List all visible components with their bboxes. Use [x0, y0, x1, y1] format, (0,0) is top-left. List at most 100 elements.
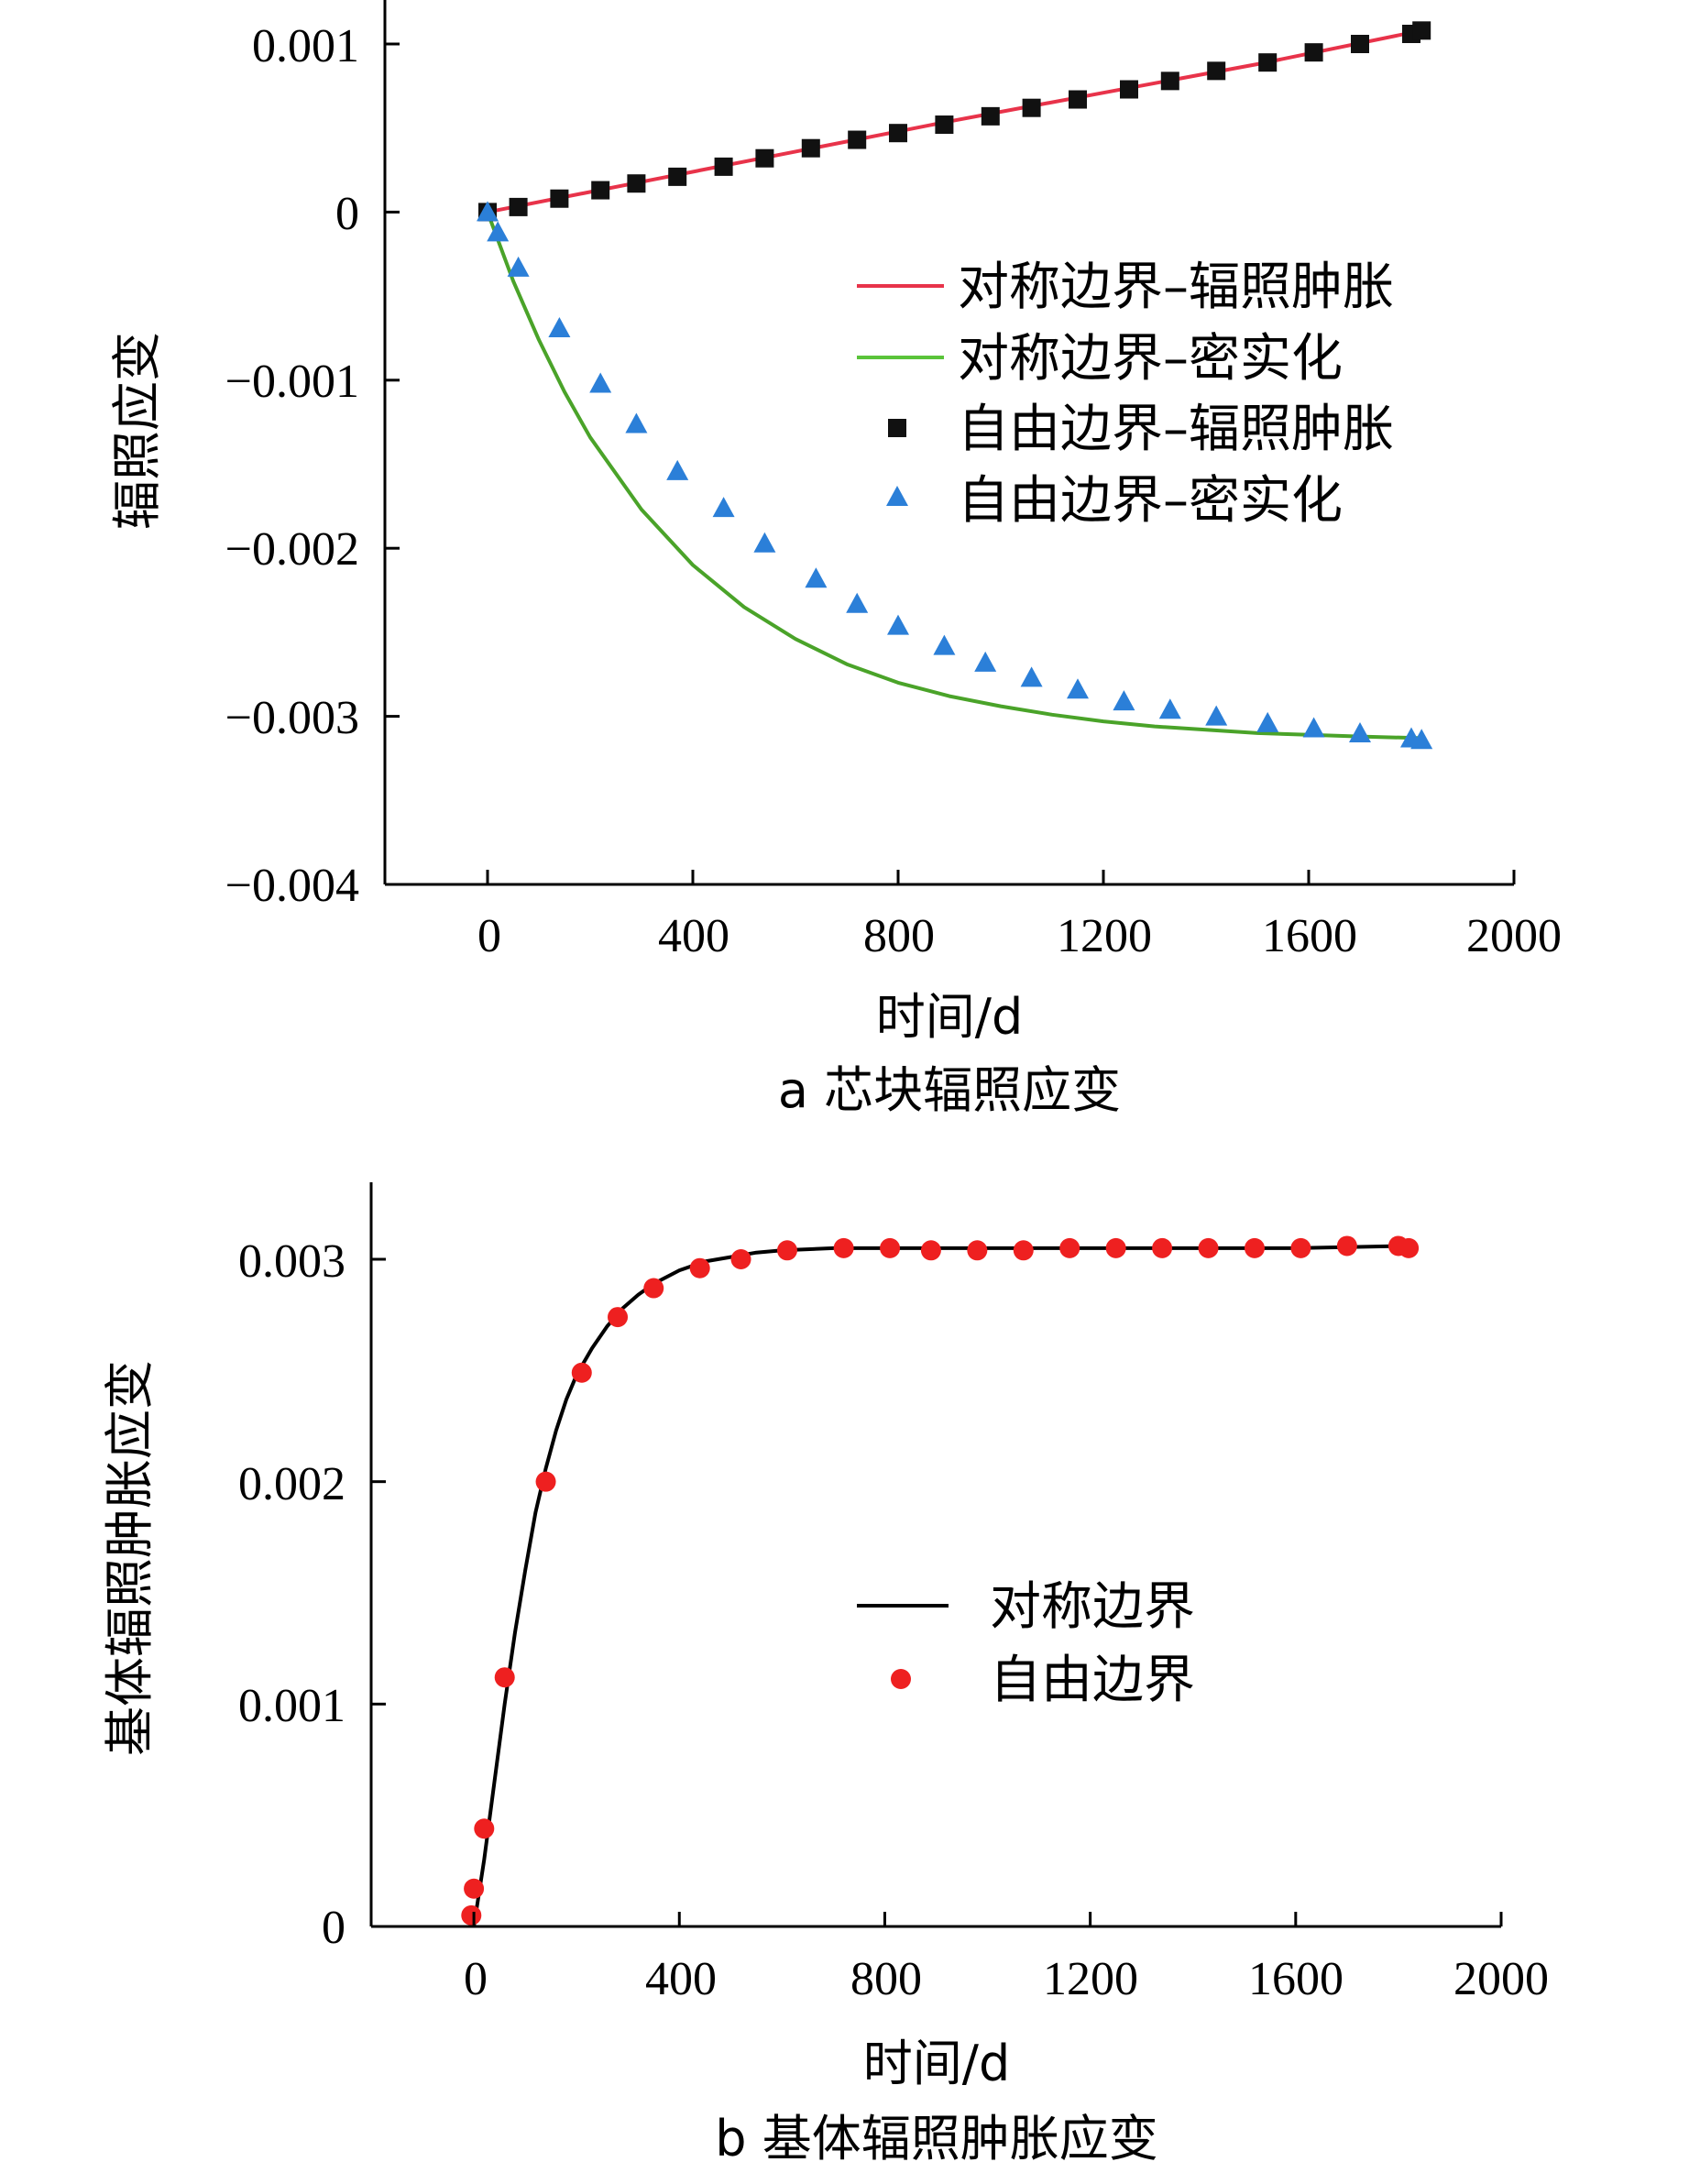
- chart-a-ytick-labels: 0.001 0 −0.001 −0.002 −0.003 −0.004: [225, 20, 359, 912]
- legend-label-sym-swelling: 对称边界–辐照肿胀: [958, 258, 1394, 317]
- data-point-circle: [776, 1240, 797, 1261]
- data-point-triangle: [1302, 717, 1325, 738]
- chart-a-ytick-label: −0.004: [225, 860, 359, 912]
- chart-b: 0.003 0.002 0.001 0 0 400 800 1200 1600 …: [101, 1182, 1549, 2168]
- chart-a-ticks: [385, 42, 1516, 886]
- chart-a-ytick-label: −0.001: [225, 356, 359, 408]
- data-point-square: [1120, 80, 1138, 99]
- data-point-circle: [1105, 1237, 1126, 1258]
- data-point-circle: [608, 1307, 629, 1328]
- data-point-triangle: [1067, 678, 1089, 699]
- chart-b-xtick-label: 1600: [1248, 1953, 1344, 2005]
- data-point-circle: [643, 1278, 664, 1299]
- data-point-square: [1160, 71, 1179, 91]
- chart-a-xtick-label: 800: [863, 910, 935, 962]
- chart-a-xtick-label: 2000: [1466, 910, 1562, 962]
- data-point-circle: [1244, 1237, 1265, 1258]
- chart-b-ytick-label: 0.003: [238, 1235, 345, 1288]
- data-point-square: [1069, 90, 1087, 109]
- legend-swatch-free-boundary: [891, 1669, 911, 1689]
- data-point-circle: [1398, 1237, 1420, 1258]
- chart-a: 0.001 0 −0.001 −0.002 −0.003 −0.004 0 40…: [108, 0, 1562, 1119]
- data-point-square: [550, 189, 569, 208]
- data-point-circle: [494, 1667, 515, 1688]
- data-point-square: [509, 197, 528, 216]
- chart-a-xtick-labels: 0 400 800 1200 1600 2000: [477, 910, 1562, 962]
- chart-a-xtick-label: 400: [658, 910, 729, 962]
- chart-b-xtick-labels: 0 400 800 1200 1600 2000: [464, 1953, 1549, 2005]
- data-point-triangle: [1158, 698, 1181, 719]
- data-point-triangle: [477, 201, 499, 222]
- legend-label-free-densification: 自由边界–密实化: [958, 471, 1343, 531]
- data-point-triangle: [487, 221, 510, 242]
- data-point-circle: [1152, 1237, 1173, 1258]
- data-point-square: [668, 167, 687, 186]
- data-point-triangle: [589, 372, 612, 393]
- data-point-circle: [1198, 1237, 1219, 1258]
- data-point-triangle: [548, 316, 571, 337]
- legend-label-sym-boundary: 对称边界: [990, 1577, 1195, 1637]
- data-point-square: [755, 148, 774, 168]
- legend-label-free-boundary: 自由边界: [990, 1651, 1195, 1710]
- data-point-triangle: [712, 497, 735, 518]
- data-point-circle: [571, 1362, 592, 1383]
- data-point-triangle: [507, 256, 530, 277]
- data-point-circle: [730, 1249, 751, 1269]
- data-point-square: [591, 181, 610, 200]
- chart-b-ytick-label: 0.001: [238, 1680, 345, 1732]
- data-point-square: [1022, 98, 1041, 117]
- chart-b-legend: 对称边界 自由边界: [857, 1577, 1195, 1710]
- data-point-triangle: [1349, 721, 1371, 742]
- data-point-triangle: [1410, 729, 1433, 750]
- legend-label-sym-densification: 对称边界–密实化: [958, 329, 1343, 389]
- chart-a-x-axis-title: 时间/d: [876, 988, 1023, 1046]
- chart-a-xtick-label: 1600: [1262, 910, 1357, 962]
- data-point-square: [1412, 21, 1431, 40]
- data-point-triangle: [805, 567, 828, 588]
- chart-b-ytick-label: 0: [322, 1902, 345, 1954]
- data-point-square: [627, 174, 646, 193]
- chart-b-xtick-label: 400: [645, 1953, 717, 2005]
- chart-b-x-axis-title: 时间/d: [863, 2035, 1010, 2092]
- data-point-circle: [967, 1240, 988, 1261]
- chart-b-xtick-label: 0: [464, 1953, 488, 2005]
- chart-a-ytick-label: 0: [335, 188, 359, 240]
- chart-a-ytick-label: 0.001: [252, 20, 359, 72]
- data-point-triangle: [1113, 690, 1135, 711]
- data-point-square: [1207, 61, 1226, 81]
- data-point-triangle: [1205, 705, 1228, 726]
- legend-swatch-free-densification: [886, 486, 908, 506]
- data-point-triangle: [974, 651, 997, 672]
- data-point-square: [1304, 43, 1323, 62]
- chart-b-caption: b 基体辐照肿胀应变: [715, 2110, 1157, 2168]
- data-point-circle: [1290, 1237, 1311, 1258]
- data-point-triangle: [846, 592, 869, 613]
- data-point-triangle: [1256, 711, 1279, 732]
- data-point-triangle: [887, 614, 909, 635]
- chart-b-xtick-label: 2000: [1453, 1953, 1549, 2005]
- data-point-circle: [1336, 1235, 1357, 1257]
- data-point-square: [889, 124, 907, 143]
- data-point-circle: [689, 1257, 710, 1279]
- data-point-triangle: [753, 532, 776, 553]
- series-line: [472, 1244, 1409, 1927]
- data-point-square: [1258, 53, 1278, 72]
- legend-swatch-free-swelling: [888, 419, 906, 437]
- chart-b-ticks: [371, 1257, 1503, 1928]
- data-point-circle: [880, 1237, 901, 1258]
- data-point-circle: [920, 1240, 941, 1261]
- data-point-circle: [833, 1237, 854, 1258]
- chart-a-xtick-label: 0: [477, 910, 501, 962]
- chart-b-ytick-labels: 0.003 0.002 0.001 0: [238, 1235, 345, 1954]
- data-point-triangle: [1020, 666, 1043, 687]
- chart-a-ytick-label: −0.002: [225, 523, 359, 576]
- data-point-circle: [474, 1818, 495, 1839]
- data-point-triangle: [666, 459, 689, 480]
- chart-b-y-axis-title: 基体辐照肿胀应变: [101, 1360, 159, 1756]
- chart-a-xtick-label: 1200: [1057, 910, 1152, 962]
- data-point-triangle: [625, 412, 648, 434]
- data-point-triangle: [933, 634, 956, 655]
- data-point-square: [981, 106, 1000, 126]
- chart-a-ytick-label: −0.003: [225, 692, 359, 744]
